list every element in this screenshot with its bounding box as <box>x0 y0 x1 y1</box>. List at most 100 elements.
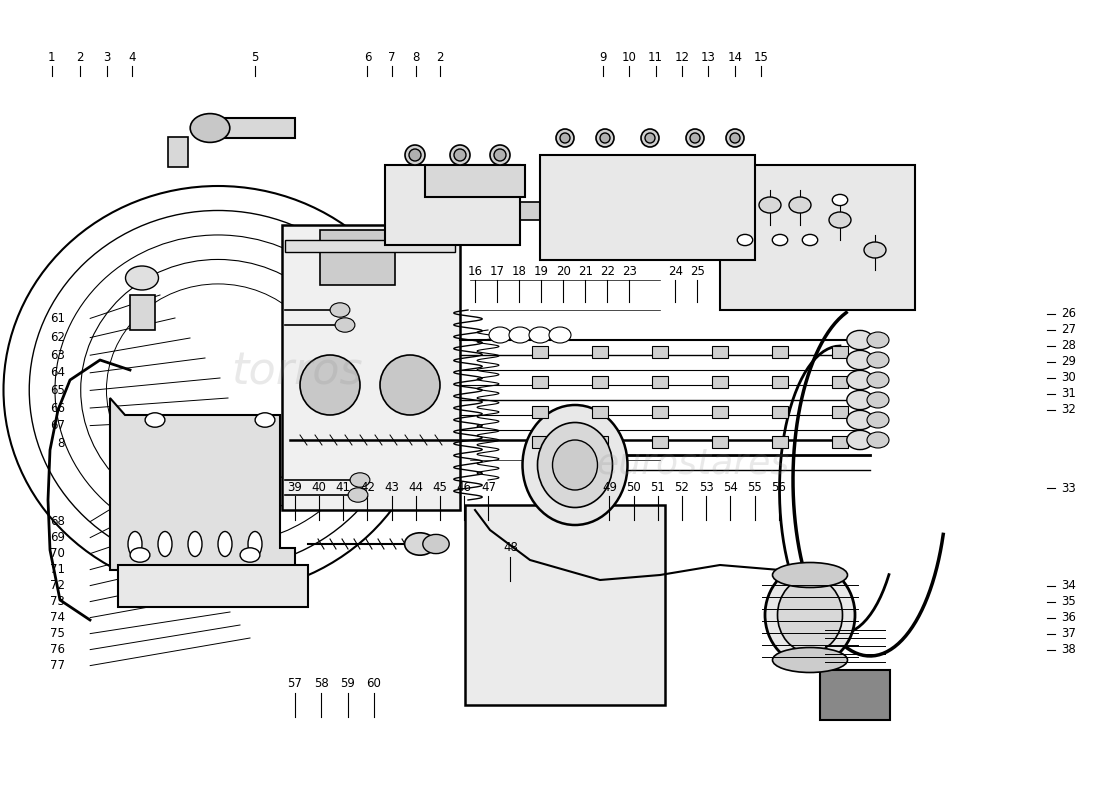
Bar <box>832 376 848 388</box>
Text: 11: 11 <box>648 51 663 64</box>
Text: 40: 40 <box>311 481 327 494</box>
Ellipse shape <box>772 647 847 673</box>
Text: 16: 16 <box>468 265 483 278</box>
Text: 9: 9 <box>600 51 606 64</box>
Bar <box>832 406 848 418</box>
Text: 61: 61 <box>50 312 65 325</box>
Circle shape <box>350 473 370 487</box>
Text: 3: 3 <box>103 51 110 64</box>
Bar <box>425 165 525 197</box>
Ellipse shape <box>556 129 574 147</box>
Text: 44: 44 <box>408 481 424 494</box>
Circle shape <box>255 413 275 427</box>
Circle shape <box>130 548 150 562</box>
Bar <box>285 240 455 252</box>
Text: 25: 25 <box>690 265 705 278</box>
Text: 30: 30 <box>1062 371 1076 384</box>
Text: 70: 70 <box>50 547 65 560</box>
Text: 23: 23 <box>621 265 637 278</box>
Text: 29: 29 <box>1062 355 1077 368</box>
Bar <box>712 436 728 448</box>
Text: 28: 28 <box>1062 339 1077 352</box>
Text: 46: 46 <box>456 481 472 494</box>
Bar <box>712 346 728 358</box>
Bar <box>385 165 520 245</box>
Circle shape <box>145 413 165 427</box>
Ellipse shape <box>409 149 421 161</box>
Text: 45: 45 <box>432 481 448 494</box>
Circle shape <box>330 302 350 317</box>
Text: 69: 69 <box>50 531 65 544</box>
Text: 24: 24 <box>668 265 683 278</box>
Circle shape <box>847 350 873 370</box>
Text: 8: 8 <box>57 437 65 450</box>
Circle shape <box>867 412 889 428</box>
Bar <box>832 346 848 358</box>
Circle shape <box>490 327 512 343</box>
Bar <box>168 137 188 167</box>
Text: 32: 32 <box>1062 403 1077 416</box>
Bar <box>200 118 295 138</box>
Text: 37: 37 <box>1062 627 1077 640</box>
Ellipse shape <box>596 129 614 147</box>
Text: 14: 14 <box>727 51 742 64</box>
Ellipse shape <box>730 133 740 143</box>
Bar <box>282 225 460 510</box>
Bar <box>118 565 308 607</box>
Text: eurostares: eurostares <box>596 447 790 481</box>
Text: 36: 36 <box>1062 611 1077 624</box>
Circle shape <box>737 234 752 246</box>
Text: 74: 74 <box>50 611 65 624</box>
Text: 59: 59 <box>340 678 355 690</box>
Circle shape <box>125 266 158 290</box>
Text: 2: 2 <box>77 51 84 64</box>
Text: 75: 75 <box>50 627 65 640</box>
Bar <box>772 436 788 448</box>
Bar <box>832 436 848 448</box>
Text: 50: 50 <box>626 481 641 494</box>
Text: 6: 6 <box>364 51 371 64</box>
Text: 54: 54 <box>723 481 738 494</box>
Circle shape <box>549 327 571 343</box>
Ellipse shape <box>128 531 142 557</box>
Text: 35: 35 <box>1062 595 1076 608</box>
Text: 72: 72 <box>50 579 65 592</box>
Text: 33: 33 <box>1062 482 1076 494</box>
Bar <box>532 436 548 448</box>
Text: torros: torros <box>231 350 363 394</box>
Circle shape <box>867 372 889 388</box>
Circle shape <box>847 390 873 410</box>
Circle shape <box>847 410 873 430</box>
Ellipse shape <box>379 355 440 415</box>
Circle shape <box>864 242 886 258</box>
Text: 57: 57 <box>287 678 303 690</box>
Text: 64: 64 <box>50 366 65 379</box>
Text: 71: 71 <box>50 563 65 576</box>
Ellipse shape <box>778 578 843 653</box>
Text: 18: 18 <box>512 265 527 278</box>
Text: 55: 55 <box>747 481 762 494</box>
Circle shape <box>867 432 889 448</box>
Text: 8: 8 <box>412 51 419 64</box>
Text: 12: 12 <box>674 51 690 64</box>
Bar <box>532 346 548 358</box>
Bar <box>772 376 788 388</box>
Text: 47: 47 <box>481 481 496 494</box>
Ellipse shape <box>538 422 613 507</box>
Ellipse shape <box>690 133 700 143</box>
Circle shape <box>867 392 889 408</box>
Bar <box>532 376 548 388</box>
Circle shape <box>509 327 531 343</box>
Bar <box>532 406 548 418</box>
Bar <box>652 436 668 448</box>
Ellipse shape <box>641 129 659 147</box>
Text: 56: 56 <box>771 481 786 494</box>
Text: 31: 31 <box>1062 387 1077 400</box>
Text: 66: 66 <box>50 402 65 414</box>
Text: 58: 58 <box>314 678 329 690</box>
Ellipse shape <box>522 405 627 525</box>
Circle shape <box>867 352 889 368</box>
Bar <box>772 346 788 358</box>
Text: 21: 21 <box>578 265 593 278</box>
Polygon shape <box>110 398 295 570</box>
